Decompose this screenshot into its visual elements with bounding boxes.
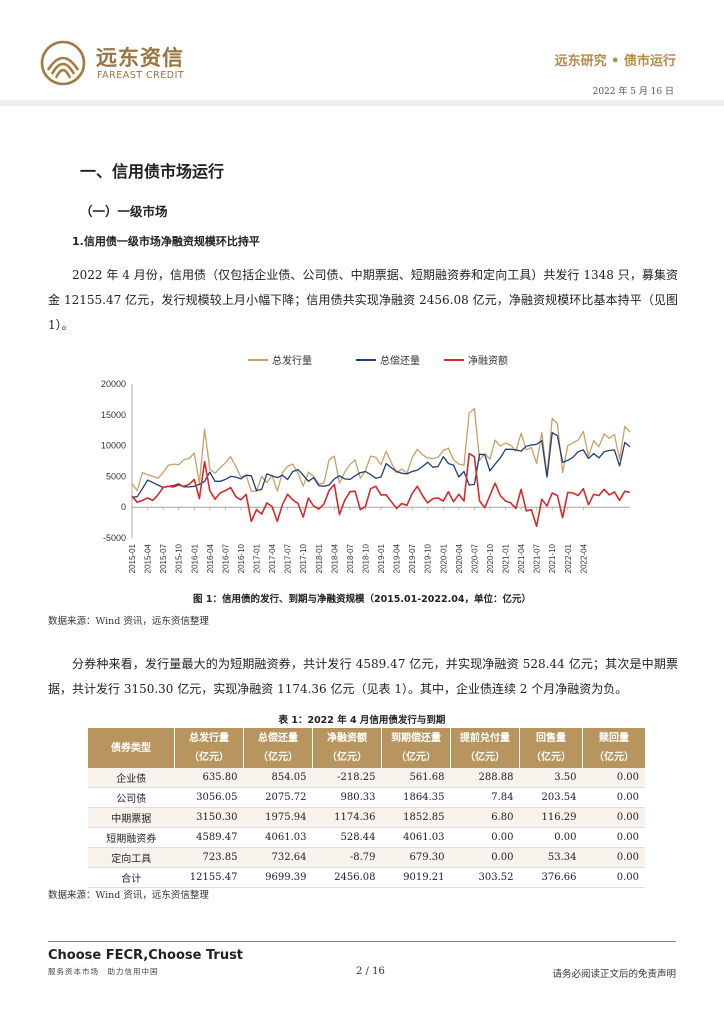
disclaimer-note: 请务必阅读正文后的免责声明: [552, 969, 676, 980]
table-row: 短期融资券 4589.47 4061.03 528.44 4061.03 0.00 0.0…: [88, 827, 645, 848]
x-tick-label: 2016-07: [221, 543, 230, 573]
table-row: 中期票据 3150.30 1975.94 1174.36 1852.85 6.80 116…: [88, 807, 645, 828]
footer-slogan-cn: 服务资本市场 助力信用中国: [48, 967, 159, 976]
x-tick-label: 2020-04: [455, 543, 464, 573]
x-tick-label: 2021-10: [548, 543, 557, 573]
x-tick-label: 2017-01: [253, 543, 262, 573]
series-line-2: [131, 432, 631, 498]
table-header-cell: 赎回量 （亿元）: [582, 728, 645, 768]
x-tick-label: 2015-10: [175, 543, 184, 573]
x-tick-label: 2020-07: [470, 543, 479, 573]
table-row: 企业债 635.80 854.05 -218.25 561.68 288.88 3.50 0…: [88, 768, 645, 788]
report-date: 2022 年 5 月 16 日: [592, 87, 674, 97]
figure-source: 数据来源：Wind 资讯，远东资信整理: [48, 616, 209, 627]
x-tick-label: 2018-04: [330, 543, 339, 573]
table-header-cell: 回售量 （亿元）: [519, 728, 583, 768]
x-tick-label: 2015-07: [159, 543, 168, 573]
heading-2: （一）一级市场: [80, 204, 168, 219]
table-header-cell: 总发行量 （亿元）: [174, 728, 244, 768]
x-tick-label: 2019-01: [377, 543, 386, 573]
x-tick-label: 2017-04: [268, 543, 277, 573]
x-tick-label: 2016-04: [206, 543, 215, 573]
x-tick-label: 2016-10: [237, 543, 246, 573]
issuance-table: 债券类型 总发行量 （亿元） 总偿还量 （亿元） 净融资额 （亿元） 到期偿还量 （亿元…: [88, 728, 645, 888]
x-tick-label: 2019-04: [393, 543, 402, 573]
paragraph-breakdown: 分券种来看，发行量最大的为短期融资券，共计发行 4589.47 亿元，并实现净融…: [48, 657, 678, 696]
series-line-3: [131, 452, 631, 528]
table-row: 公司债 3056.05 2075.72 980.33 1864.35 7.84 203.5…: [88, 787, 645, 808]
x-tick-label: 2017-07: [284, 543, 293, 573]
footer-divider: [48, 941, 676, 942]
y-tick-label: 5000: [106, 471, 126, 481]
page-number: 2 / 16: [356, 966, 385, 977]
heading-3: 1.信用债一级市场净融资规模环比持平: [72, 235, 260, 248]
header-divider: [0, 100, 724, 106]
y-tick-label: 10000: [101, 441, 126, 451]
y-tick-label: -5000: [103, 533, 126, 543]
figure-caption: 图 1：信用债的发行、到期与净融资规模（2015.01-2022.04，单位：亿…: [193, 594, 531, 605]
section-title: 远东研究 • 债市运行: [554, 54, 676, 69]
table-row: 定向工具 723.85 732.64 -8.79 679.30 0.00 53.34 0.0…: [88, 847, 645, 868]
table-row: 合计 12155.47 9699.39 2456.08 9019.21 303.52 37…: [88, 867, 645, 888]
x-tick-label: 2021-04: [517, 543, 526, 573]
x-tick-label: 2018-01: [315, 543, 324, 573]
footer-slogan: Choose FECR,Choose Trust: [48, 948, 244, 963]
y-tick-label: 15000: [101, 410, 126, 420]
x-tick-label: 2016-01: [190, 543, 199, 573]
table-header-cell: 提前兑付量 （亿元）: [450, 728, 520, 768]
x-tick-label: 2015-04: [144, 543, 153, 573]
x-tick-label: 2022-04: [579, 543, 588, 573]
x-tick-label: 2019-07: [408, 543, 417, 573]
heading-1: 一、信用债市场运行: [80, 162, 225, 181]
x-tick-label: 2021-01: [502, 543, 511, 573]
x-tick-label: 2020-01: [439, 543, 448, 573]
table-header-cell: 总偿还量 （亿元）: [243, 728, 313, 768]
x-tick-label: 2021-07: [533, 543, 542, 573]
x-tick-label: 2017-10: [299, 543, 308, 573]
table-header-cell: 到期偿还量 （亿元）: [381, 728, 451, 768]
fareast-logo-icon: [40, 40, 86, 86]
legend-label: 净融资额: [468, 354, 508, 367]
x-tick-label: 2015-01: [128, 543, 137, 573]
paragraph-intro: 2022 年 4 月份，信用债（仅包括企业债、公司债、中期票据、短期融资券和定向…: [48, 268, 678, 332]
y-tick-label: 0: [121, 502, 126, 512]
table-caption: 表 1：2022 年 4 月信用债发行与到期: [278, 715, 446, 726]
logo-text: 远东资信: [96, 46, 184, 70]
x-tick-label: 2019-10: [424, 543, 433, 573]
logo-english: FAREAST CREDIT: [97, 70, 185, 81]
x-tick-label: 2022-01: [564, 543, 573, 573]
table-header-cell: 净融资额 （亿元）: [312, 728, 382, 768]
table-header-row: 债券类型 总发行量 （亿元） 总偿还量 （亿元） 净融资额 （亿元） 到期偿还量 （亿元…: [88, 728, 645, 768]
legend-label: 总发行量: [272, 354, 312, 367]
x-tick-label: 2018-07: [346, 543, 355, 573]
x-tick-label: 2018-10: [361, 543, 370, 573]
x-tick-label: 2020-10: [486, 543, 495, 573]
table-source: 数据来源：Wind 资讯，远东资信整理: [48, 890, 209, 901]
table-header-cell: 债券类型: [88, 728, 175, 768]
legend-label: 总偿还量: [380, 354, 420, 367]
y-tick-label: 20000: [101, 379, 126, 389]
